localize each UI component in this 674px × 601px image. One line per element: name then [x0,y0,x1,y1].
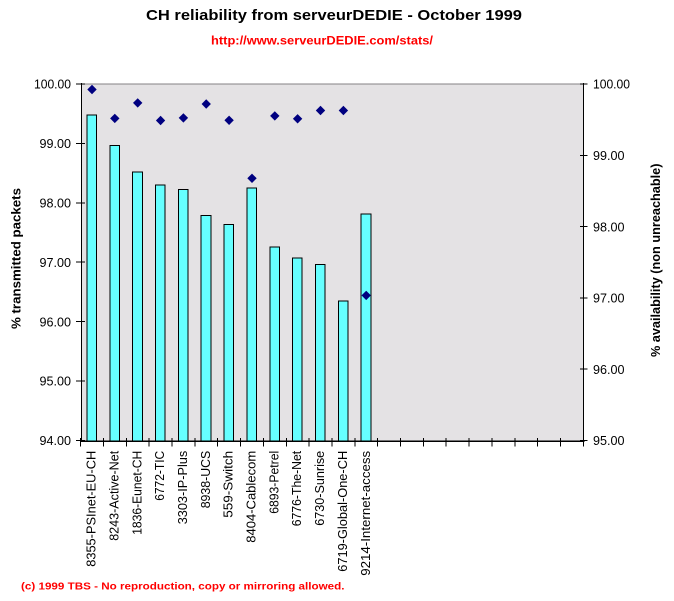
svg-text:(c) 1999 TBS - No reproduction: (c) 1999 TBS - No reproduction, copy or … [21,582,345,593]
svg-text:9214-Internet-access: 9214-Internet-access [358,450,373,576]
svg-text:8355-PSInet-EU-CH: 8355-PSInet-EU-CH [84,451,99,567]
svg-text:559-Switch: 559-Switch [221,451,236,518]
svg-text:98.00: 98.00 [593,219,625,234]
svg-text:97.00: 97.00 [40,255,72,270]
svg-text:CH reliability from serveurDED: CH reliability from serveurDEDIE - Octob… [146,7,522,24]
svg-text:8243-Active-Net: 8243-Active-Net [106,450,121,540]
svg-text:% transmitted packets: % transmitted packets [9,188,24,329]
svg-text:http://www.serveurDEDIE.com/st: http://www.serveurDEDIE.com/stats/ [211,33,434,47]
svg-text:96.00: 96.00 [40,314,72,329]
svg-text:97.00: 97.00 [593,291,625,306]
svg-text:6893-Petrel: 6893-Petrel [266,451,281,514]
svg-text:99.00: 99.00 [593,148,625,163]
svg-text:8938-UCS: 8938-UCS [198,450,213,508]
svg-text:96.00: 96.00 [593,362,625,377]
svg-text:6719-Global-One-CH: 6719-Global-One-CH [335,451,350,572]
svg-text:% availability (non unreachabl: % availability (non unreachable) [648,164,663,358]
svg-text:98.00: 98.00 [40,196,72,211]
svg-text:3303-IP-Plus: 3303-IP-Plus [175,450,190,524]
svg-text:94.00: 94.00 [40,433,72,448]
svg-text:1836-Eunet-CH: 1836-Eunet-CH [129,451,144,535]
svg-text:8404-Cablecom: 8404-Cablecom [244,451,259,543]
svg-text:95.00: 95.00 [593,433,625,448]
svg-text:6772-TIC: 6772-TIC [152,451,167,501]
svg-text:6730-Sunrise: 6730-Sunrise [312,451,327,526]
svg-text:95.00: 95.00 [40,374,72,389]
svg-text:99.00: 99.00 [40,136,72,151]
svg-text:100.00: 100.00 [593,77,630,92]
svg-text:6776-The-Net: 6776-The-Net [289,450,304,526]
svg-text:100.00: 100.00 [34,77,71,92]
